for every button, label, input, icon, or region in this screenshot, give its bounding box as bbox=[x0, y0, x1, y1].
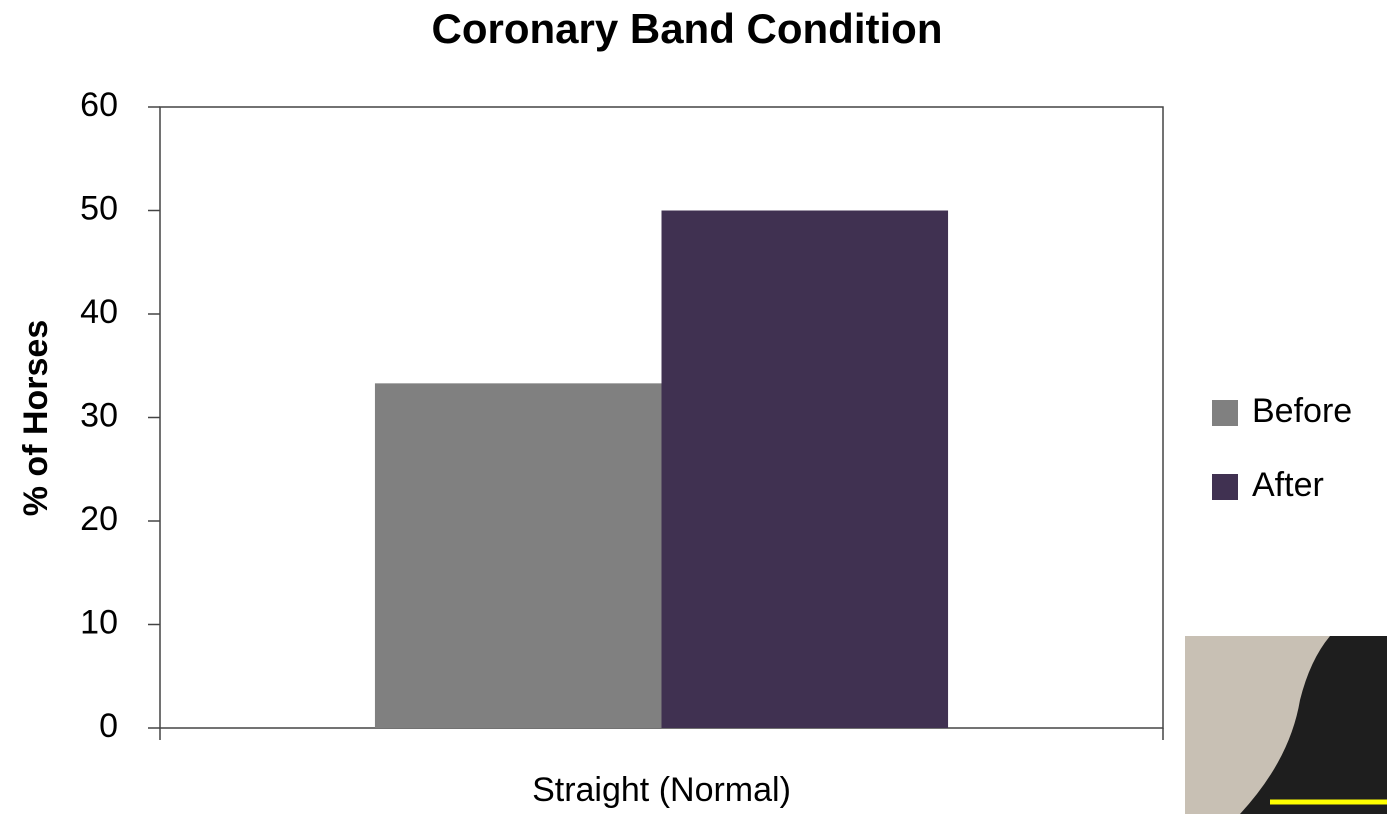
legend-label: Before bbox=[1252, 392, 1352, 430]
legend-swatch bbox=[1212, 400, 1238, 426]
y-axis-label: % of Horses bbox=[17, 320, 55, 517]
y-tick-label: 50 bbox=[80, 189, 118, 227]
y-tick-label: 20 bbox=[80, 500, 118, 538]
y-tick-label: 60 bbox=[80, 86, 118, 124]
photo bbox=[1185, 636, 1387, 814]
bar bbox=[662, 211, 949, 729]
chart: Coronary Band Condition % of Horses 0 10 2… bbox=[0, 0, 1387, 814]
page: Coronary Band Condition % of Horses 0 10 2… bbox=[0, 0, 1387, 814]
x-tick-label: Straight (Normal) bbox=[532, 771, 791, 809]
y-tick-label: 0 bbox=[99, 707, 118, 745]
bar bbox=[375, 383, 662, 728]
legend-label: After bbox=[1252, 466, 1324, 504]
y-tick-label: 10 bbox=[80, 603, 118, 641]
legend-swatch bbox=[1212, 474, 1238, 500]
y-tick-label: 30 bbox=[80, 396, 118, 434]
chart-title: Coronary Band Condition bbox=[432, 5, 943, 52]
y-tick-label: 40 bbox=[80, 293, 118, 331]
